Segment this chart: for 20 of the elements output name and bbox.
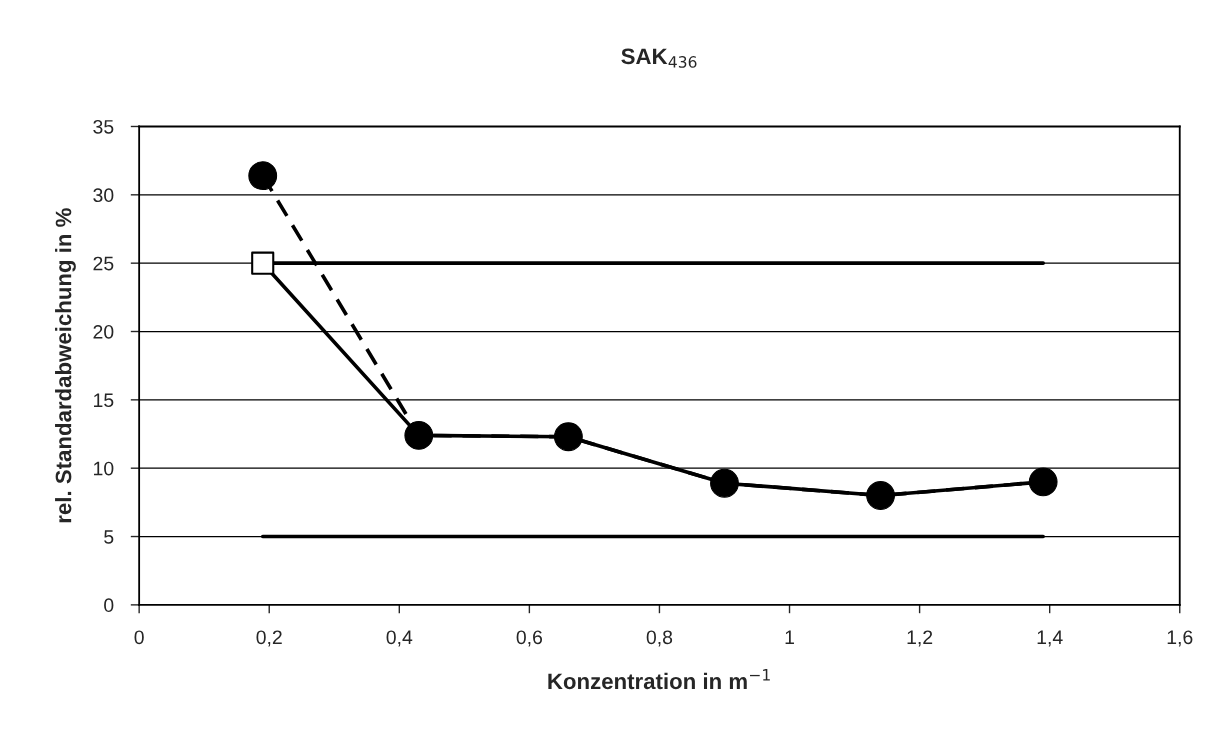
x-tick-label: 0,2 [256, 630, 282, 647]
y-tick-label: 25 [93, 256, 114, 271]
y-tick-label: 10 [94, 461, 114, 476]
x-tick-label: 0,6 [516, 630, 543, 647]
y-tick-label: 15 [94, 393, 114, 408]
y-axis-title: rel. Standardabweichung in % [55, 208, 76, 523]
y-tick-label: 30 [93, 188, 114, 203]
y-tick-label: 20 [93, 324, 114, 339]
y-tick-label: 5 [104, 530, 114, 544]
x-tick-label: 0,4 [386, 630, 413, 647]
chart-title: SAK$_{436}$ [621, 48, 697, 68]
x-tick-label: 1,4 [1037, 630, 1063, 647]
x-axis-title: Konzentration in m$^{−1}$ [548, 669, 770, 690]
x-tick-label: 0,8 [646, 630, 673, 647]
x-tick-label: 1,6 [1167, 630, 1193, 647]
y-tick-label: 0 [104, 598, 114, 613]
x-tick-label: 1,2 [907, 630, 933, 647]
y-tick-label: 35 [93, 119, 114, 134]
x-tick-label: 1 [785, 630, 794, 644]
x-tick-label: 0 [134, 630, 144, 645]
